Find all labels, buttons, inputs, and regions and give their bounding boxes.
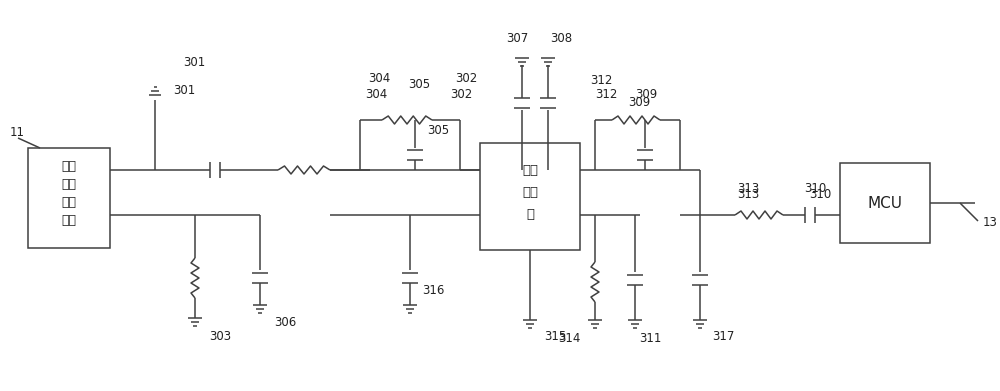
Text: 310: 310 [804,181,826,194]
Text: 外传: 外传 [62,196,76,208]
Text: 312: 312 [595,88,617,102]
Bar [480,143,580,250]
Text: 302: 302 [455,72,477,84]
Bar [28,148,110,248]
Text: 314: 314 [559,332,581,344]
Text: 311: 311 [639,332,661,344]
Text: 310: 310 [809,188,831,201]
Text: 317: 317 [712,330,734,343]
Text: 13: 13 [983,217,998,230]
Text: 307: 307 [506,32,528,45]
Text: 感器: 感器 [62,213,76,226]
Text: 305: 305 [427,124,449,136]
Text: 304: 304 [368,72,390,84]
Text: 映射: 映射 [522,165,538,178]
Text: 309: 309 [628,95,650,108]
Text: 电红: 电红 [62,178,76,190]
Text: 放大: 放大 [522,187,538,199]
Text: 315: 315 [544,330,566,343]
Text: 306: 306 [274,316,296,330]
Text: 器: 器 [526,208,534,221]
Text: 308: 308 [550,32,572,45]
Text: 313: 313 [737,188,759,201]
Text: 302: 302 [450,88,472,102]
Text: 305: 305 [408,79,430,91]
Text: 11: 11 [10,126,25,138]
Text: 301: 301 [173,84,195,97]
Text: MCU: MCU [868,196,902,210]
Text: 301: 301 [183,57,205,70]
Text: 316: 316 [422,283,444,296]
Text: 312: 312 [590,74,612,86]
Text: 热释: 热释 [62,160,76,172]
Text: 303: 303 [209,330,231,343]
Text: 313: 313 [737,181,759,194]
Bar [840,163,930,243]
Text: 304: 304 [365,88,387,102]
Text: 309: 309 [635,88,657,102]
